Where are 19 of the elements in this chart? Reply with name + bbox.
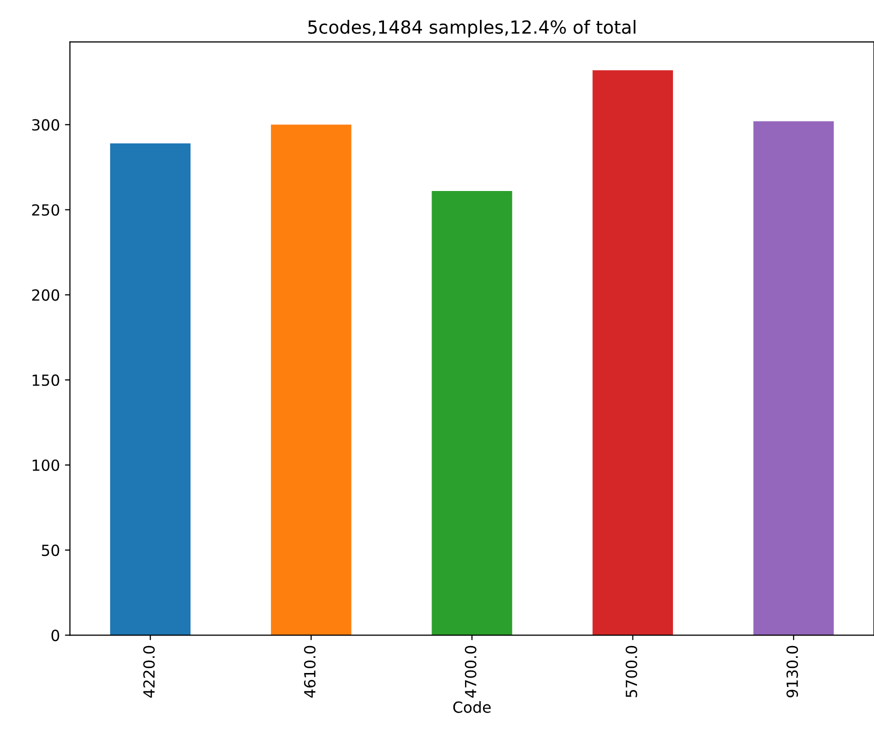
bar bbox=[592, 70, 673, 636]
x-tick-label: 4220.0 bbox=[143, 646, 155, 698]
y-tick-label: 200 bbox=[32, 289, 60, 301]
y-tick-label: 150 bbox=[32, 374, 60, 386]
bar bbox=[270, 124, 352, 636]
y-tick-label: 250 bbox=[32, 204, 60, 216]
y-tick-label: 300 bbox=[32, 119, 60, 131]
bar bbox=[753, 121, 834, 636]
chart-title: 5codes,1484 samples,12.4% of total bbox=[308, 20, 636, 38]
x-axis-title: Code bbox=[453, 701, 491, 713]
bar bbox=[432, 191, 512, 636]
y-tick-label: 50 bbox=[42, 544, 60, 556]
y-tick-label: 100 bbox=[32, 459, 60, 472]
x-tick-label: 5700.0 bbox=[626, 646, 638, 698]
x-tick-label: 4610.0 bbox=[304, 646, 316, 698]
y-tick-label: 0 bbox=[51, 630, 60, 642]
x-tick-label: 4700.0 bbox=[464, 646, 476, 698]
bar bbox=[110, 143, 191, 636]
x-tick-label: 9130.0 bbox=[786, 646, 798, 698]
